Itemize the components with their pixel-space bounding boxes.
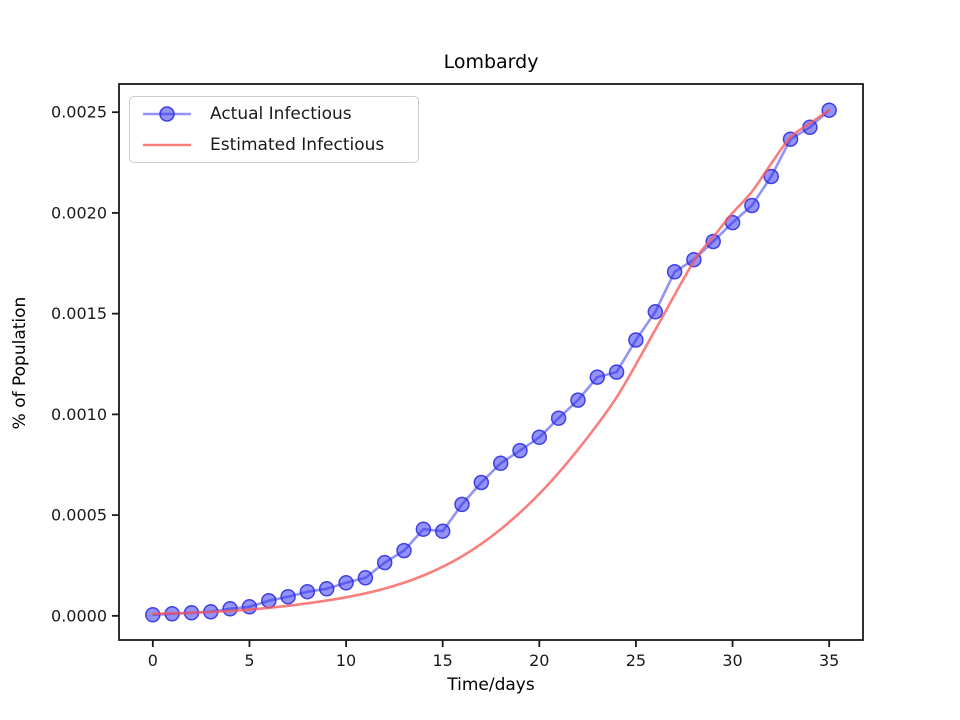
actual-infectious-marker	[492, 455, 509, 472]
legend-entry-actual: Actual Infectious	[130, 100, 418, 129]
legend: Actual Infectious Estimated Infectious	[129, 96, 419, 163]
legend-entry-estimated: Estimated Infectious	[130, 131, 418, 160]
x-tick-label: 5	[244, 651, 254, 670]
actual-infectious-marker	[241, 599, 258, 615]
x-tick-label: 20	[529, 651, 549, 670]
actual-infectious-marker	[647, 304, 664, 320]
actual-infectious-marker	[415, 521, 432, 537]
actual-infectious-marker	[512, 442, 528, 459]
y-tick-label: 0.0000	[51, 606, 107, 625]
legend-line-sample-icon	[143, 143, 191, 147]
actual-infectious-marker	[222, 601, 238, 617]
x-tick-label: 0	[148, 651, 158, 670]
y-tick-label: 0.0005	[51, 506, 107, 525]
actual-infectious-marker	[589, 369, 606, 385]
actual-infectious-marker	[318, 581, 335, 597]
x-tick-label: 10	[336, 651, 356, 670]
actual-infectious-marker	[705, 233, 721, 250]
actual-infectious-marker	[608, 364, 625, 380]
actual-infectious-marker	[454, 496, 470, 513]
actual-infectious-marker	[666, 264, 683, 280]
y-tick-label: 0.0015	[51, 304, 107, 323]
actual-infectious-marker	[628, 332, 644, 348]
legend-label-actual: Actual Infectious	[210, 104, 352, 124]
actual-infectious-marker	[473, 474, 490, 491]
actual-infectious-marker	[763, 168, 779, 185]
actual-infectious-marker	[280, 588, 296, 605]
actual-infectious-line	[152, 109, 831, 617]
actual-infectious-marker	[376, 554, 393, 571]
actual-infectious-marker	[299, 583, 316, 600]
actual-infectious-marker	[357, 570, 374, 586]
x-tick-label: 35	[819, 651, 839, 670]
x-axis-label: Time/days	[447, 675, 535, 695]
actual-infectious-marker	[434, 523, 451, 539]
y-tick-label: 0.0010	[51, 405, 107, 424]
actual-infectious-marker	[261, 592, 277, 609]
axes-spines	[118, 83, 864, 641]
actual-infectious-marker	[744, 197, 760, 214]
actual-infectious-marker	[570, 392, 586, 408]
x-tick-label: 25	[626, 651, 646, 670]
legend-label-estimated: Estimated Infectious	[210, 135, 385, 155]
y-tick-label: 0.0025	[51, 103, 107, 122]
legend-line-marker-sample-icon	[143, 106, 191, 122]
x-tick-label: 30	[722, 651, 742, 670]
chart-title: Lombardy	[443, 51, 539, 73]
actual-infectious-marker	[550, 410, 567, 426]
actual-infectious-marker	[531, 429, 548, 446]
y-tick-label: 0.0020	[51, 203, 107, 222]
estimated-infectious-line	[151, 108, 831, 616]
x-tick-label: 15	[433, 651, 453, 670]
actual-infectious-marker	[338, 575, 354, 591]
y-axis-label: % of Population	[10, 296, 30, 430]
actual-infectious-marker	[396, 542, 412, 559]
